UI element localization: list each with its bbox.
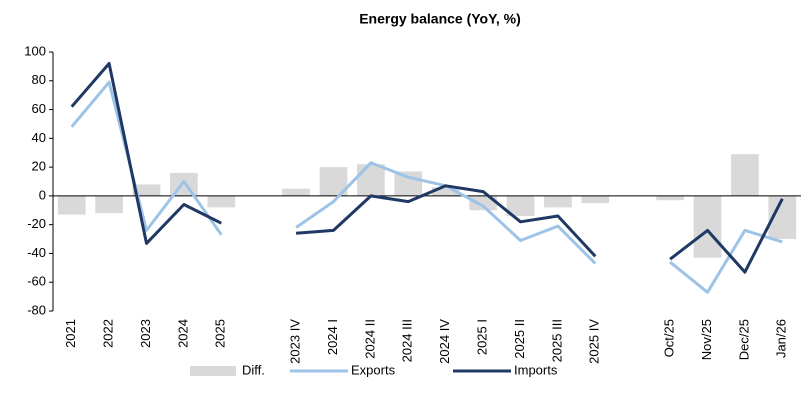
y-tick-label: 20	[32, 159, 46, 174]
y-tick-label: 60	[32, 101, 46, 116]
bar	[581, 195, 610, 204]
y-tick-label: -40	[27, 245, 46, 260]
bar	[544, 195, 572, 208]
x-tick-label: 2024 IV	[437, 319, 452, 364]
x-tick-label: Nov/25	[699, 319, 714, 360]
bar	[394, 171, 423, 196]
x-tick-label: 2025 II	[512, 319, 527, 359]
bar	[431, 187, 460, 196]
bar	[506, 195, 535, 217]
x-tick-label: 2023	[138, 319, 153, 348]
bar	[57, 195, 86, 215]
y-tick-label: -60	[27, 274, 46, 289]
x-tick-label: 2024 III	[400, 319, 415, 362]
x-tick-label: 2023 IV	[288, 319, 303, 364]
x-tick-label: Dec/25	[736, 319, 751, 360]
x-tick-label: 2022	[101, 319, 116, 348]
legend-swatch	[190, 366, 236, 376]
x-tick-label: 2025 IV	[587, 319, 602, 364]
bar	[469, 195, 497, 211]
line	[70, 62, 784, 274]
x-tick-label: Oct/25	[662, 319, 677, 357]
x-tick-label: 2021	[63, 319, 78, 348]
bar	[282, 188, 310, 196]
legend-label: Diff.	[242, 362, 265, 377]
legend-label: Exports	[351, 362, 396, 377]
x-tick-label: 2025 I	[475, 319, 490, 355]
x-tick-label: 2024	[175, 319, 190, 348]
x-tick-label: 2024 II	[362, 319, 377, 359]
bar	[357, 164, 385, 196]
bar	[693, 195, 722, 258]
x-tick-label: 2025 III	[549, 319, 564, 362]
y-tick-label: -20	[27, 216, 46, 231]
y-tick-label: 100	[24, 43, 46, 58]
bar	[656, 195, 684, 201]
x-tick-label: 2024 I	[325, 319, 340, 355]
y-tick-label: -80	[27, 302, 46, 317]
x-tick-label: Jan/26	[774, 319, 789, 358]
x-tick-label: 2025	[213, 319, 228, 348]
line	[70, 80, 783, 294]
bar	[95, 195, 123, 214]
y-tick-label: 80	[32, 72, 46, 87]
y-tick-label: 0	[39, 187, 46, 202]
chart-title: Energy balance (YoY, %)	[359, 11, 521, 27]
bar	[731, 154, 759, 196]
bar	[207, 195, 236, 208]
legend-label: Imports	[514, 362, 558, 377]
y-tick-label: 40	[32, 130, 46, 145]
bar	[132, 184, 161, 196]
